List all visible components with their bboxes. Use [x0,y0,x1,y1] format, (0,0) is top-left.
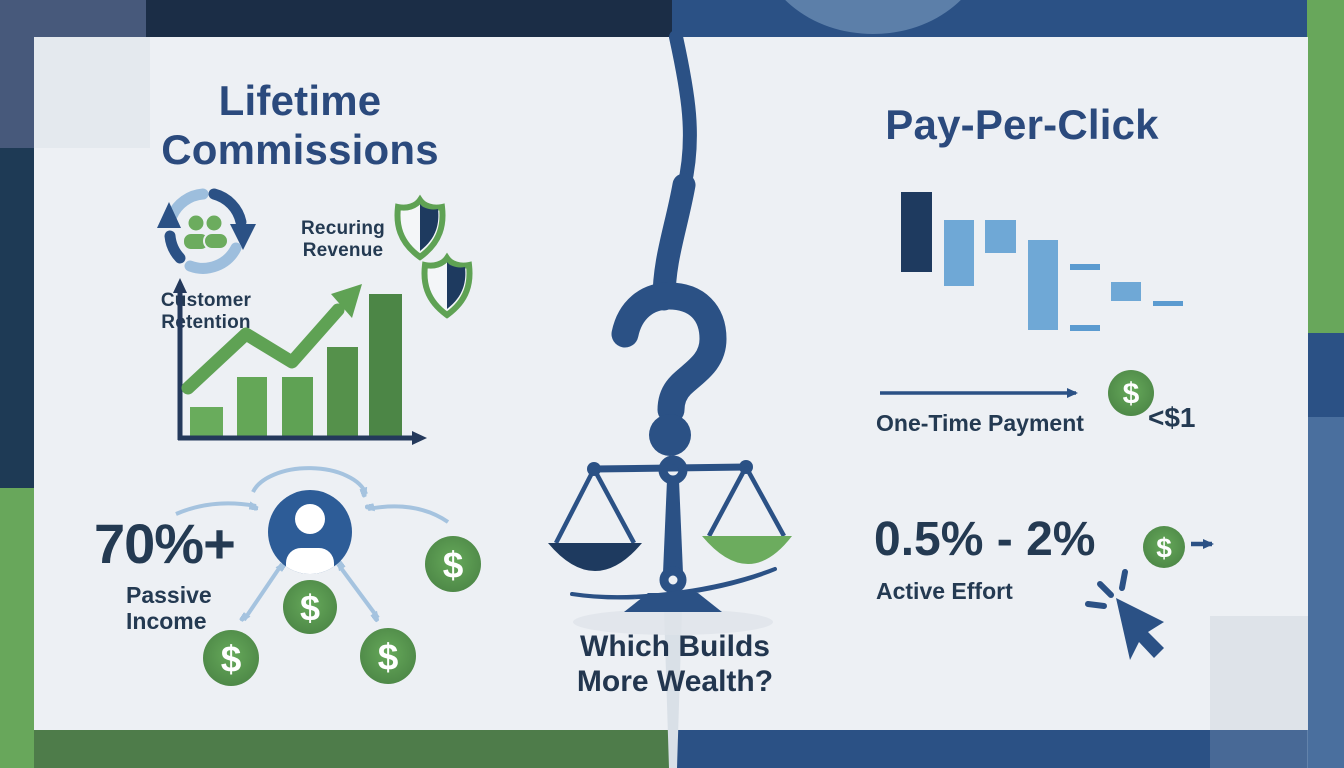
question-mark-icon [611,282,727,456]
decline-chart [901,192,1183,332]
decline-bar [1111,282,1141,301]
growth-bars [190,294,402,438]
svg-text:$: $ [300,588,320,629]
left-title: Lifetime Commissions [100,76,500,174]
dollar-coin-icon: $ [1108,370,1154,416]
stat-label-line1: Passive [126,582,212,608]
wavy-divider-icon [652,30,697,311]
income-network: $ $ $ $ [175,466,481,686]
divider-stem [664,609,682,768]
growth-bar [282,377,313,438]
shield-icons [394,194,473,319]
decline-bar [1153,301,1183,306]
decline-bar [1070,264,1100,270]
svg-text:$: $ [443,545,464,586]
scale-pan-right [702,536,792,564]
balance-scale-icon [548,455,792,612]
svg-text:$: $ [378,637,399,678]
decline-bar [901,192,932,272]
bg-band-bottom-green [34,730,672,768]
center-divider-question-scale [548,30,792,768]
shield-icon [421,252,473,319]
bg-block-right-slate [1307,417,1344,768]
dollar-coin-icon: $ [203,630,259,686]
customer-retention-label: Customer Retention [120,290,292,334]
decline-bar [985,220,1016,253]
one-time-payment-label: One-Time Payment [876,410,1084,436]
growth-bar [237,377,267,438]
left-title-line2: Commissions [161,126,439,174]
left-title-line1: Lifetime [218,77,382,124]
arc-arrow-icon [251,466,368,494]
left-arrow-icon [175,501,256,516]
bg-block-right-green [1307,0,1344,333]
bg-band-bottom-blue [672,730,1307,768]
retention-label-line1: Customer [160,290,252,311]
passive-income-stat: 70%+ [94,512,236,575]
question-line2: More Wealth? [576,664,774,698]
bg-band-top-blue [672,0,1307,37]
double-arrow-icon [338,564,378,618]
people-icon [182,213,229,251]
right-arrow-icon [368,506,450,524]
revenue-label-line1: Recuring [301,218,385,239]
one-time-payment-arrow-icon [880,388,1078,398]
scale-foot [624,593,722,612]
small-right-arrow-icon [1191,539,1214,549]
scale-pan-left [548,543,642,571]
growth-bar [369,294,402,438]
active-effort-label: Active Effort [876,578,1013,604]
revenue-label-line2: Revenue [302,239,384,261]
recurring-revenue-label: Recuring Revenue [283,218,403,262]
cursor-click-icon [1085,569,1164,660]
scale-base-blade [570,567,777,600]
decline-bar [1070,325,1100,331]
growth-bar [190,407,223,438]
dollar-coin-icon: $ [360,628,416,684]
growth-chart [173,278,427,445]
center-question: Which Builds More Wealth? [530,630,820,699]
retention-label-line2: Retention [161,311,251,333]
rate-value: 0.5% - 2% [874,513,1096,566]
shield-icon [394,194,446,261]
double-arrow-icon [244,564,282,620]
stat-label-line2: Income [126,608,207,635]
customer-retention-icon [157,188,256,274]
dollar-coin-icon: $ [425,536,481,592]
svg-text:$: $ [1123,378,1140,411]
passive-income-label: Passive Income [126,582,212,635]
growth-arrow-icon [181,284,362,395]
question-line1: Which Builds [580,630,770,663]
payment-value: <$1 [1148,402,1196,433]
svg-text:$: $ [1156,533,1172,564]
right-title: Pay-Per-Click [885,101,1159,148]
bg-block-right-blue [1307,333,1344,417]
growth-bar [327,347,358,438]
dollar-coin-icon: $ [1143,526,1185,568]
decline-bar [1028,240,1058,330]
svg-text:$: $ [221,639,242,680]
decline-bar [944,220,974,286]
bg-band-top-navy [146,0,672,37]
dollar-coin-icon: $ [283,580,337,634]
